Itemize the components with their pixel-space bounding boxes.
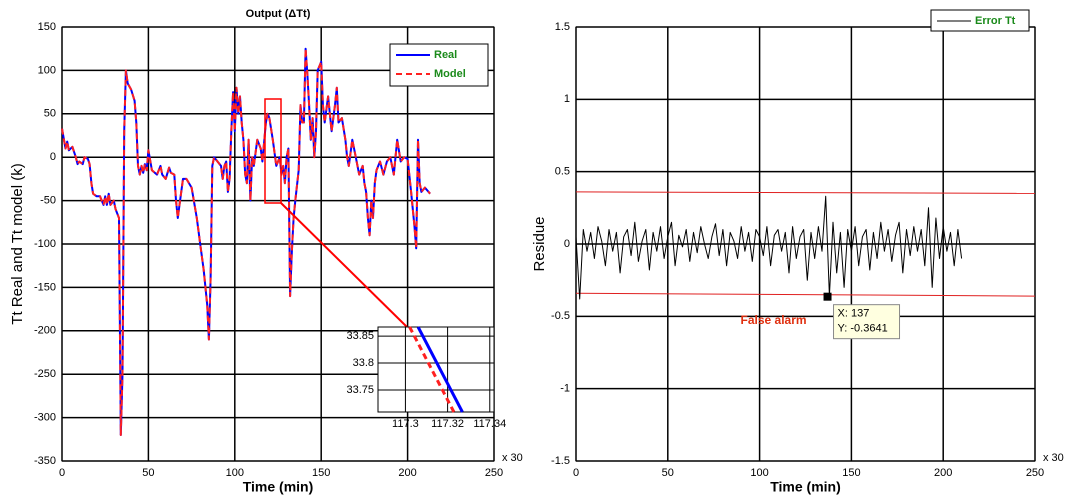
datatip-label: Y: -0.3641: [838, 323, 888, 335]
y-tick-label: -50: [40, 195, 56, 207]
y-tick-label: 100: [38, 64, 56, 76]
y-tick-label: 150: [38, 21, 56, 33]
x-tick-label: 150: [842, 467, 860, 479]
x-axis-label: Time (min): [770, 479, 841, 495]
axes-frame: [61, 26, 495, 462]
x-multiplier: x 30: [1043, 452, 1064, 464]
x-tick-label: 250: [1026, 467, 1044, 479]
datatip-box: [833, 304, 901, 340]
zoom-box: [264, 98, 282, 204]
inset-area: [377, 326, 495, 413]
y-axis-label: Residue: [531, 216, 548, 271]
threshold-line: [575, 292, 1036, 297]
y-tick-label: -150: [34, 281, 56, 293]
legend-label: Error Tt: [975, 15, 1016, 27]
legend-box: [389, 43, 489, 87]
threshold-line: [575, 191, 1036, 194]
datatip-label: X: 137: [838, 308, 870, 320]
x-tick-label: 250: [485, 467, 503, 479]
y-tick-label: 1.5: [555, 21, 570, 33]
y-tick-label: -1.5: [551, 455, 570, 467]
x-tick-label: 0: [59, 467, 65, 479]
y-tick-label: 1: [564, 93, 570, 105]
y-tick-label: -250: [34, 368, 56, 380]
zoom-connector: [280, 202, 409, 329]
x-tick-label: 50: [142, 467, 154, 479]
y-axis-label: Tt Real and Tt model (k): [9, 163, 26, 324]
x-tick-label: 50: [662, 467, 674, 479]
y-tick-label: 50: [44, 108, 56, 120]
annotation: False alarm: [741, 313, 807, 327]
inset-y-tick-label: 33.75: [346, 384, 374, 396]
inset-y-tick-label: 33.85: [346, 330, 374, 342]
y-tick-label: 0: [564, 238, 570, 250]
x-tick-label: 150: [312, 467, 330, 479]
y-tick-label: -350: [34, 455, 56, 467]
inset-x-tick-label: 117.32: [431, 418, 464, 430]
legend-label: Real: [434, 49, 457, 61]
inset-line: [408, 326, 456, 413]
x-tick-label: 200: [934, 467, 952, 479]
x-tick-label: 200: [398, 467, 416, 479]
inset-x-tick-label: 117.3: [392, 418, 419, 430]
y-tick-label: 0.5: [555, 166, 570, 178]
legend-label: Model: [434, 68, 466, 80]
datatip-marker: [823, 292, 832, 301]
series-line: [61, 47, 431, 436]
x-tick-label: 0: [573, 467, 579, 479]
inset-y-tick-label: 33.8: [353, 357, 374, 369]
chart-title: Output (ΔTt): [246, 8, 311, 20]
y-tick-label: -100: [34, 238, 56, 250]
y-tick-label: -300: [34, 412, 56, 424]
x-axis-label: Time (min): [243, 479, 314, 495]
series-line: [575, 195, 963, 300]
x-tick-label: 100: [750, 467, 768, 479]
y-tick-label: 0: [50, 151, 56, 163]
inset-line: [416, 326, 464, 413]
x-multiplier: x 30: [502, 452, 523, 464]
y-tick-label: -0.5: [551, 310, 570, 322]
legend-box: [930, 9, 1030, 32]
y-tick-label: -200: [34, 325, 56, 337]
y-tick-label: -1: [560, 383, 570, 395]
x-tick-label: 100: [226, 467, 244, 479]
inset-x-tick-label: 117.34: [473, 418, 506, 430]
